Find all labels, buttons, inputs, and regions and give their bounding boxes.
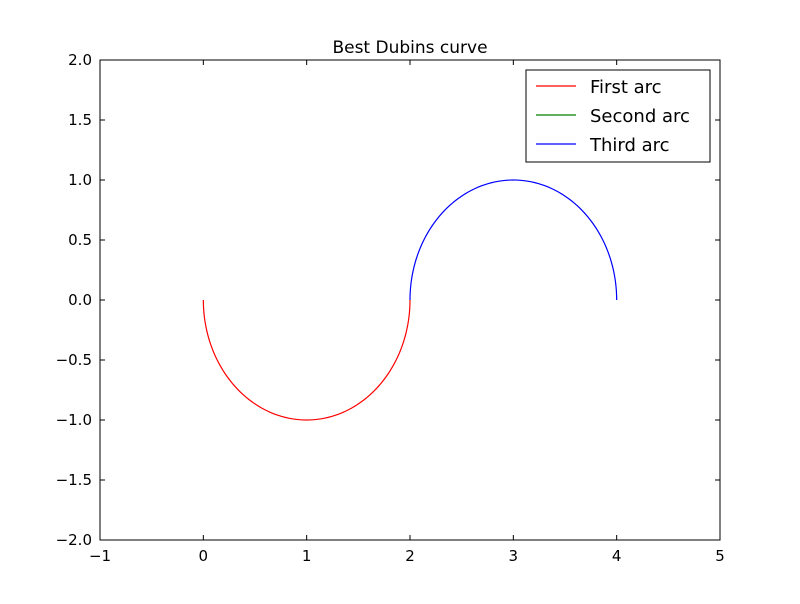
legend-label: First arc (590, 77, 662, 98)
x-tick-label: 1 (302, 547, 312, 565)
x-tick-label: 5 (715, 547, 725, 565)
y-tick-label: 0.5 (68, 231, 92, 249)
series-line-3 (409, 179, 618, 301)
chart-title: Best Dubins curve (332, 38, 487, 58)
axis-layer: −1 0 1 2 3 4 5 −2.0 −1.5 −1.0 −0.5 0.0 0.5 1.0 1.5 2.0 (56, 51, 725, 565)
y-tick-label: 2.0 (68, 51, 92, 69)
y-tick-label: −1.0 (56, 411, 92, 429)
series-layer (202, 179, 618, 421)
x-tick-label: 0 (199, 547, 209, 565)
series-line-1 (202, 299, 411, 421)
y-tick-label: −2.0 (56, 531, 92, 549)
y-tick-label: 1.0 (68, 171, 92, 189)
y-tick-label: 0.0 (68, 291, 92, 309)
y-tick-label: 1.5 (68, 111, 92, 129)
legend-label: Third arc (589, 135, 670, 156)
x-tick-label: −1 (89, 547, 111, 565)
x-tick-label: 2 (405, 547, 415, 565)
x-tick-label: 3 (509, 547, 519, 565)
legend: First arc Second arc Third arc (525, 69, 711, 163)
y-tick-label: −0.5 (56, 351, 92, 369)
x-tick-label: 4 (612, 547, 622, 565)
legend-label: Second arc (590, 106, 690, 127)
y-tick-label: −1.5 (56, 471, 92, 489)
legend-frame (525, 69, 711, 163)
